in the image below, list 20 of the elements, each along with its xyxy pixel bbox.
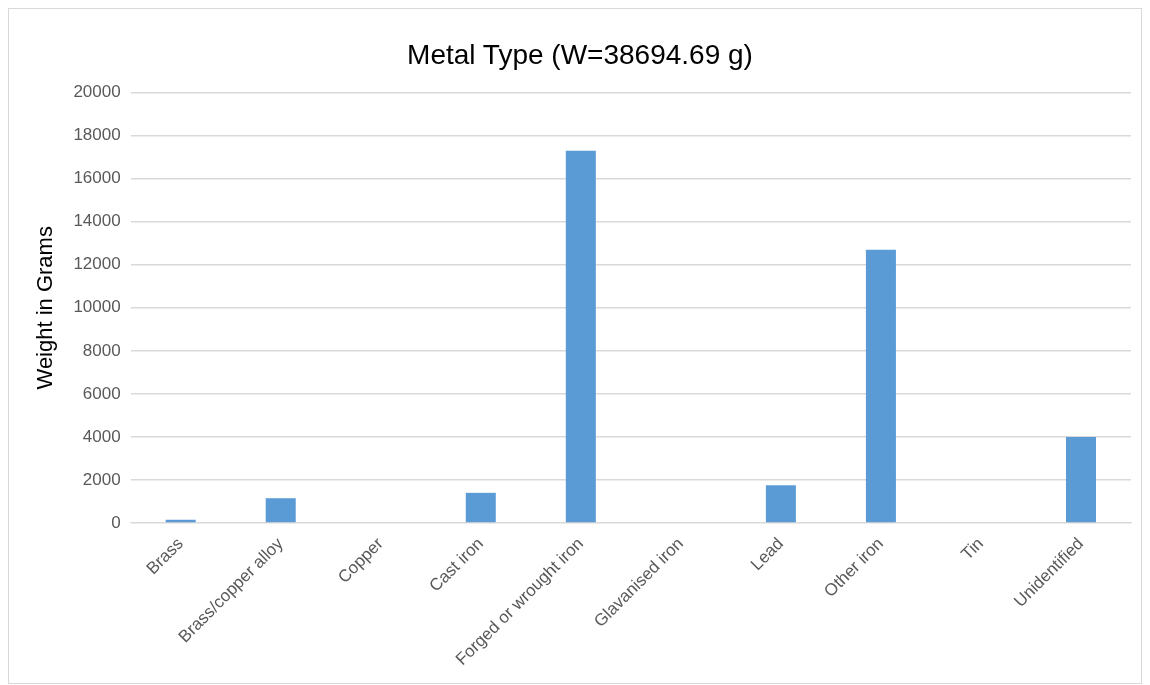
y-axis-title: Weight in Grams — [32, 226, 58, 390]
y-tick-label: 2000 — [82, 469, 121, 489]
y-tick-label: 6000 — [82, 383, 121, 403]
y-tick-label: 16000 — [73, 168, 121, 188]
chart-title: Metal Type (W=38694.69 g) — [407, 38, 753, 70]
y-tick-label: 18000 — [73, 125, 121, 145]
y-tick-label: 10000 — [73, 297, 121, 317]
bar — [1065, 436, 1096, 523]
bar — [865, 249, 896, 523]
bar — [765, 485, 796, 523]
x-tick-label: Tin — [957, 533, 988, 564]
y-tick-label: 12000 — [73, 254, 121, 274]
y-tick-label: 14000 — [73, 211, 121, 231]
y-tick-label: 4000 — [82, 426, 121, 446]
y-tick-label: 0 — [111, 512, 121, 532]
bar — [565, 150, 596, 523]
y-tick-label: 20000 — [73, 82, 121, 102]
bar — [265, 498, 296, 523]
bar — [465, 492, 496, 523]
y-tick-label: 8000 — [82, 340, 121, 360]
